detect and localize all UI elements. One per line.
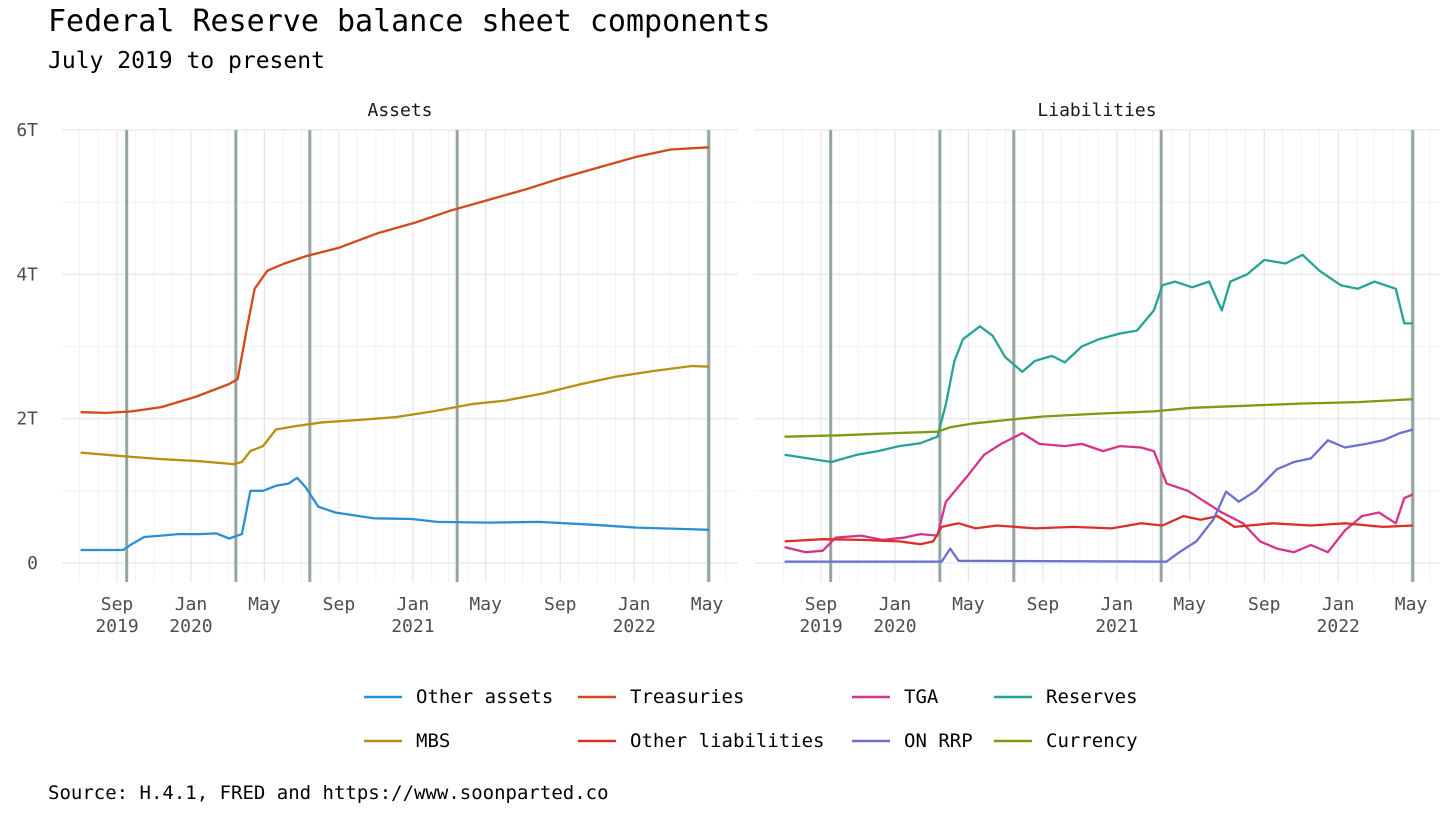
series-line-currency — [784, 398, 1413, 438]
series-line-other-liabilities — [784, 514, 1413, 546]
legend-label: Other assets — [416, 686, 553, 708]
chart-subtitle: July 2019 to present — [48, 48, 325, 74]
x-tick-label: Jan — [879, 594, 912, 615]
legend-label: Other liabilities — [630, 730, 824, 752]
legend-label: TGA — [904, 686, 939, 708]
series-line-treasuries — [80, 146, 709, 415]
x-tick-label: May — [691, 594, 724, 615]
y-tick-label: 4T — [16, 264, 38, 285]
legend-label: MBS — [416, 730, 450, 752]
x-tick-year-label: 2019 — [95, 616, 138, 637]
source-caption: Source: H.4.1, FRED and https://www.soon… — [48, 782, 609, 804]
series-line-tga — [784, 431, 1414, 554]
x-tick-label: Sep — [805, 594, 838, 615]
x-tick-label: Jan — [618, 594, 651, 615]
series-line-on-rrp — [784, 428, 1414, 563]
facet-label-assets: Assets — [367, 100, 432, 121]
x-tick-year-label: 2020 — [873, 616, 916, 637]
legend-label: Treasuries — [630, 686, 744, 708]
x-tick-label: Jan — [1101, 594, 1134, 615]
x-tick-label: Sep — [1027, 594, 1060, 615]
x-tick-year-label: 2022 — [1317, 616, 1360, 637]
series-line-reserves — [784, 253, 1413, 464]
x-tick-label: May — [1395, 594, 1428, 615]
legend-label: Currency — [1046, 730, 1138, 752]
x-tick-label: Jan — [175, 594, 208, 615]
x-tick-label: Sep — [323, 594, 356, 615]
x-tick-label: May — [1173, 594, 1206, 615]
x-tick-label: Sep — [1248, 594, 1281, 615]
x-tick-label: Sep — [544, 594, 577, 615]
y-tick-label: 6T — [16, 120, 38, 141]
series-line-mbs — [80, 364, 709, 466]
x-tick-label: May — [248, 594, 281, 615]
x-tick-year-label: 2019 — [799, 616, 842, 637]
legend-label: Reserves — [1046, 686, 1138, 708]
x-tick-year-label: 2020 — [169, 616, 212, 637]
y-tick-label: 0 — [27, 553, 38, 574]
legend-label: ON RRP — [904, 730, 973, 752]
y-tick-label: 2T — [16, 409, 38, 430]
x-tick-label: May — [469, 594, 502, 615]
x-tick-label: Sep — [101, 594, 134, 615]
x-tick-year-label: 2021 — [391, 616, 434, 637]
x-tick-label: Jan — [1322, 594, 1355, 615]
x-tick-year-label: 2022 — [613, 616, 656, 637]
series-line-other-assets — [80, 476, 709, 552]
x-tick-label: Jan — [397, 594, 430, 615]
facet-label-liabilities: Liabilities — [1037, 100, 1156, 121]
x-tick-label: May — [952, 594, 985, 615]
chart-title: Federal Reserve balance sheet components — [48, 4, 771, 39]
x-tick-year-label: 2021 — [1095, 616, 1138, 637]
